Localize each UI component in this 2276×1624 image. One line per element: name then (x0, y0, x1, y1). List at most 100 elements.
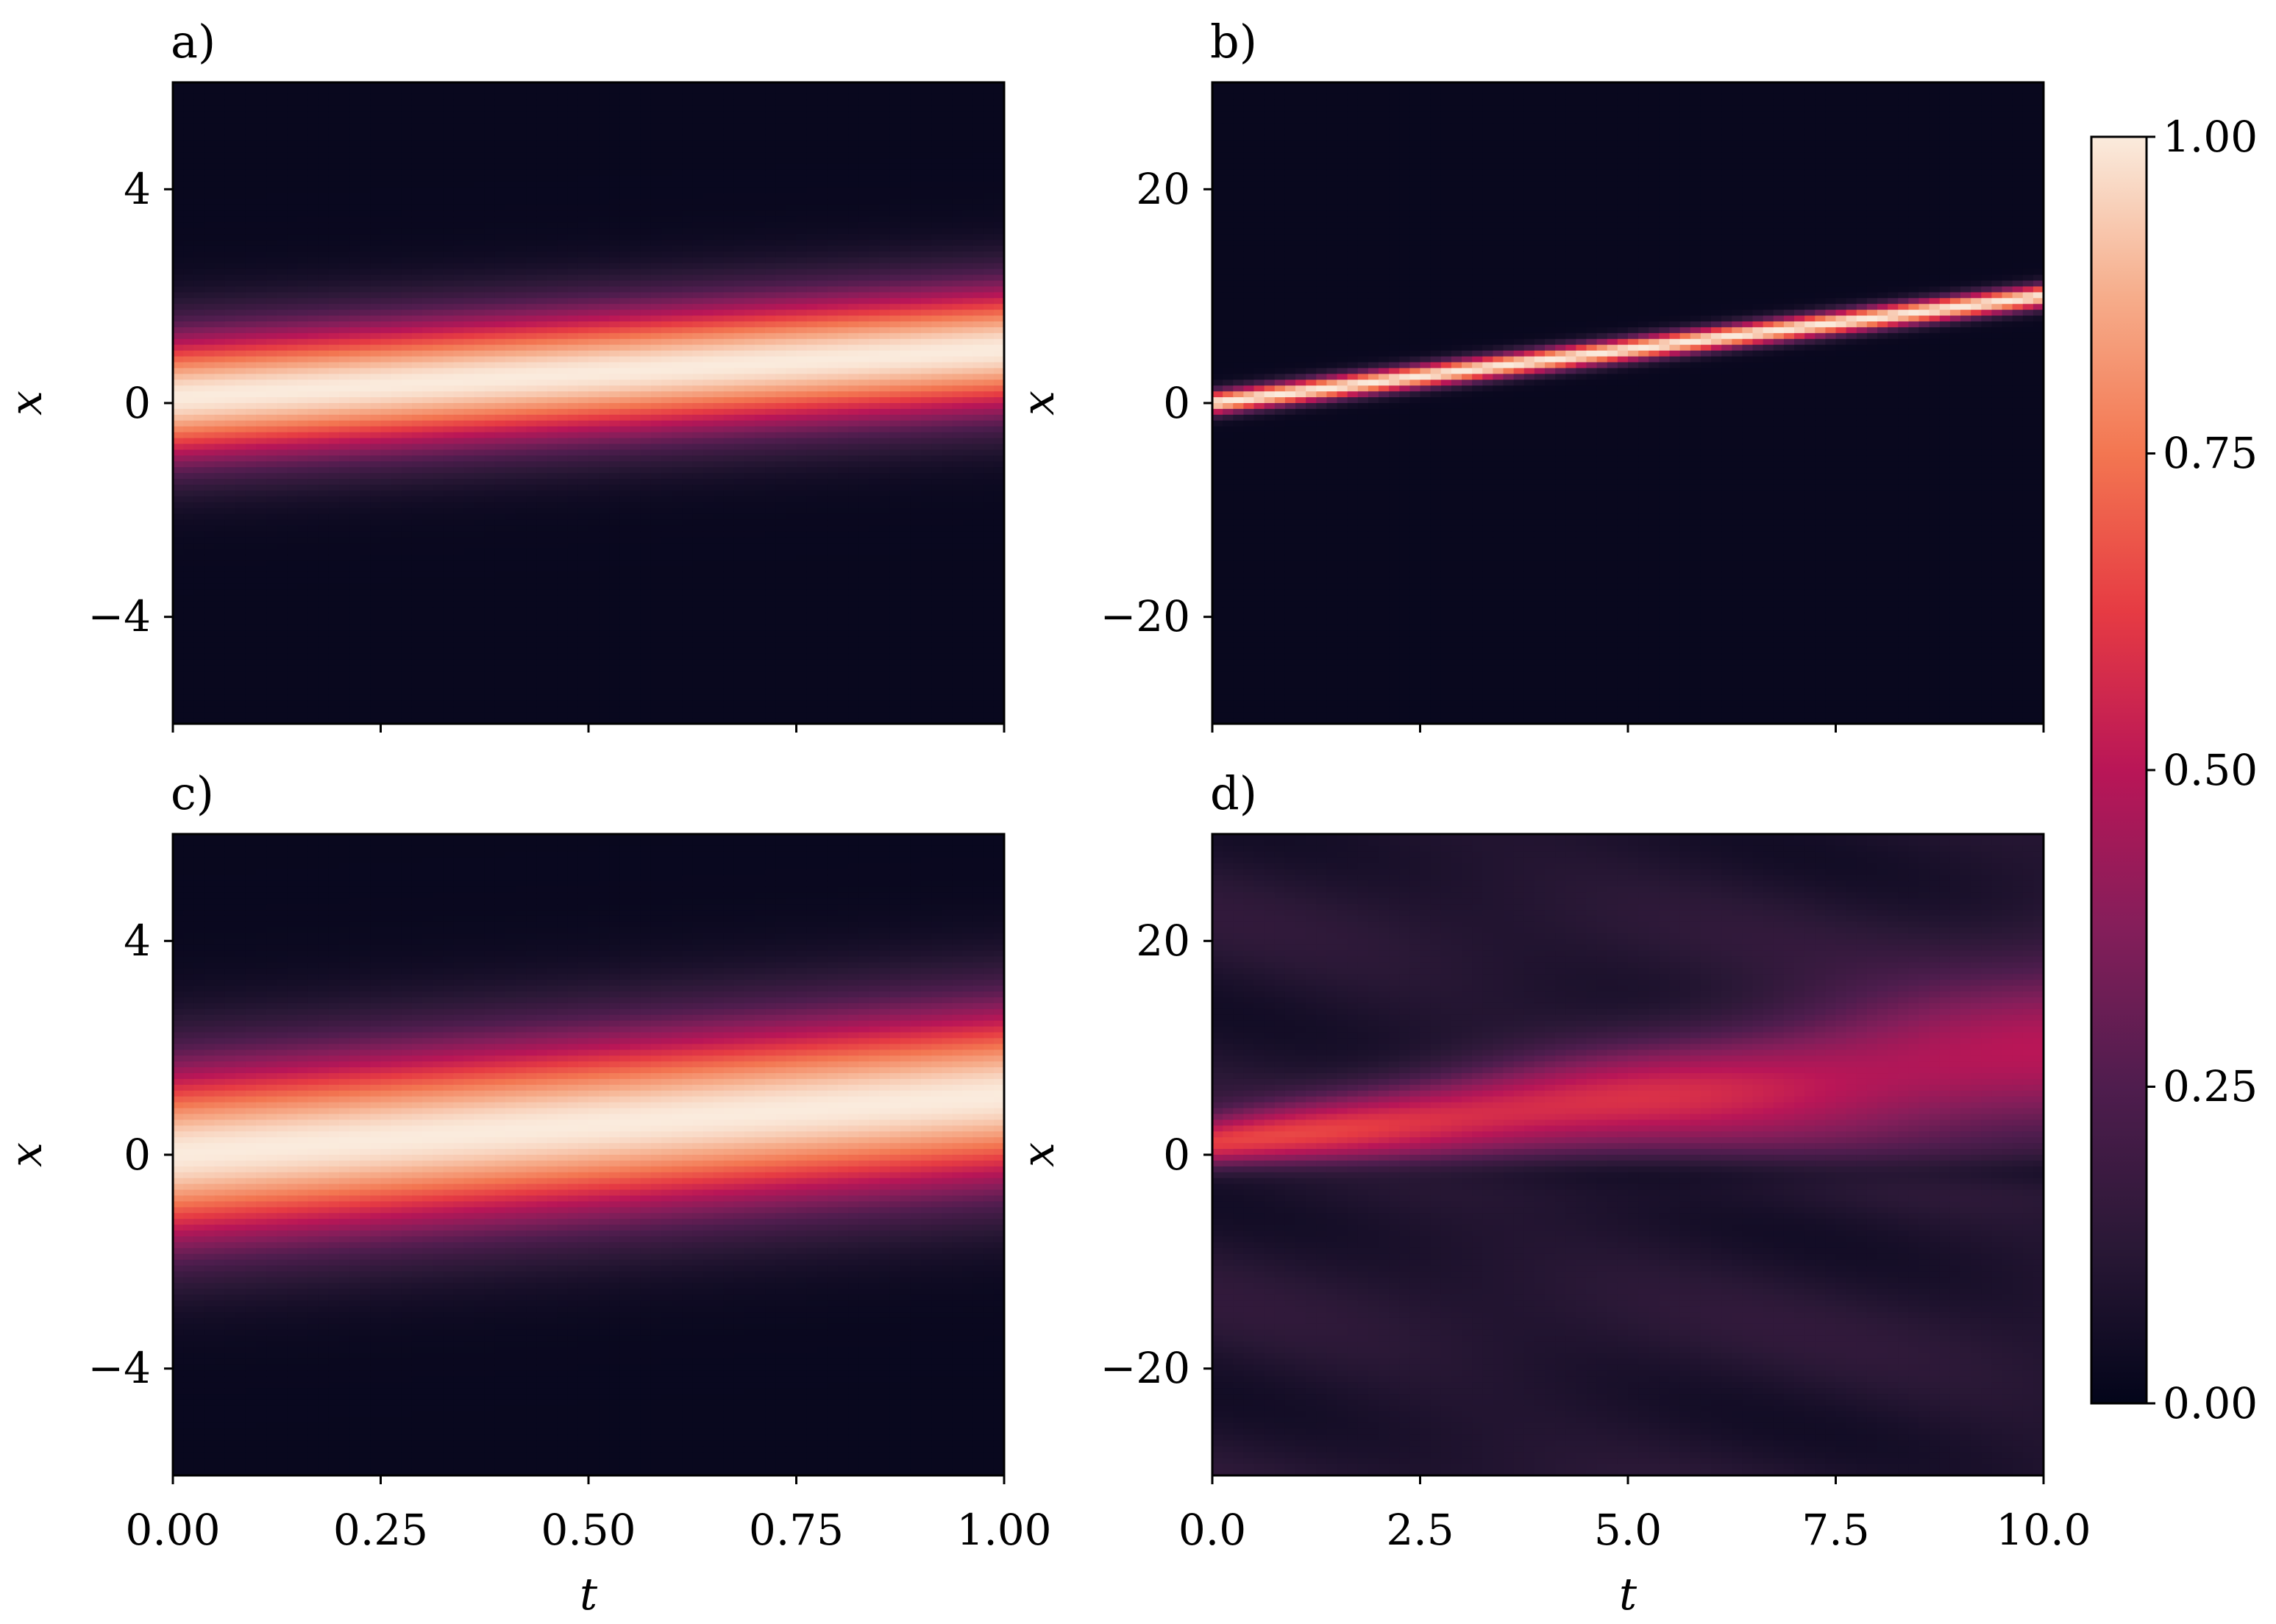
heatmap-cell (256, 164, 267, 171)
heatmap-cell (505, 129, 516, 135)
heatmap-cell (370, 491, 381, 497)
heatmap-cell (183, 427, 194, 433)
heatmap-cell (370, 135, 381, 141)
heatmap-cell (319, 502, 330, 509)
heatmap-cell (495, 152, 506, 159)
heatmap-a (173, 82, 1005, 724)
heatmap-cell (505, 409, 516, 416)
heatmap-cell (246, 642, 257, 649)
heatmap-cell (308, 333, 319, 340)
heatmap-cell (193, 316, 205, 322)
heatmap-cell (422, 176, 433, 182)
heatmap-cell (558, 694, 569, 701)
heatmap-cell (516, 286, 527, 293)
heatmap-cell (235, 188, 246, 194)
heatmap-cell (526, 310, 537, 316)
heatmap-cell (349, 246, 360, 252)
heatmap-cell (402, 199, 413, 206)
heatmap-cell (183, 182, 194, 188)
heatmap-cell (433, 357, 444, 363)
heatmap-cell (526, 204, 537, 211)
heatmap-cell (391, 135, 402, 141)
heatmap-cell (246, 409, 257, 416)
heatmap-cell (298, 666, 309, 672)
heatmap-cell (298, 234, 309, 241)
heatmap-cell (256, 88, 267, 95)
heatmap-cell (516, 182, 527, 188)
heatmap-cell (319, 712, 330, 719)
heatmap-cell (193, 240, 205, 246)
heatmap-cell (516, 421, 527, 427)
heatmap-cell (256, 100, 267, 107)
heatmap-cell (287, 415, 298, 421)
heatmap-cell (433, 176, 444, 182)
heatmap-cell (266, 327, 277, 334)
heatmap-cell (193, 537, 205, 544)
heatmap-cell (319, 176, 330, 182)
heatmap-cell (173, 380, 184, 386)
heatmap-cell (412, 502, 423, 509)
heatmap-cell (464, 607, 475, 613)
heatmap-cell (277, 444, 288, 450)
heatmap-cell (266, 502, 277, 509)
heatmap-cell (308, 385, 319, 392)
heatmap-cell (339, 432, 350, 439)
heatmap-cell (505, 158, 516, 165)
heatmap-cell (558, 654, 569, 660)
heatmap-cell (495, 467, 506, 474)
heatmap-cell (298, 602, 309, 608)
heatmap-cell (547, 672, 558, 678)
heatmap-cell (516, 316, 527, 322)
heatmap-cell (505, 246, 516, 252)
heatmap-cell (516, 204, 527, 211)
heatmap-cell (298, 112, 309, 118)
heatmap-cell (536, 100, 547, 107)
heatmap-cell (298, 257, 309, 264)
heatmap-cell (474, 449, 486, 456)
heatmap-cell (381, 694, 392, 701)
heatmap-cell (558, 304, 569, 310)
heatmap-cell (360, 188, 371, 194)
heatmap-cell (235, 543, 246, 549)
heatmap-cell (339, 94, 350, 101)
heatmap-cell (433, 228, 444, 235)
heatmap-cell (225, 607, 236, 613)
heatmap-cell (474, 204, 486, 211)
heatmap-cell (433, 380, 444, 386)
heatmap-cell (204, 409, 215, 416)
heatmap-cell (246, 438, 257, 445)
heatmap-cell (266, 351, 277, 357)
heatmap-cell (246, 298, 257, 304)
heatmap-cell (526, 502, 537, 509)
heatmap-cell (349, 572, 360, 579)
heatmap-cell (308, 479, 319, 485)
heatmap-cell (287, 485, 298, 491)
heatmap-cell (204, 123, 215, 129)
heatmap-cell (183, 531, 194, 538)
heatmap-cell (516, 479, 527, 485)
heatmap-cell (349, 636, 360, 643)
heatmap-cell (402, 427, 413, 433)
heatmap-cell (277, 549, 288, 555)
heatmap-cell (391, 619, 402, 625)
heatmap-cell (277, 555, 288, 561)
heatmap-cell (235, 409, 246, 416)
heatmap-cell (193, 642, 205, 649)
heatmap-cell (319, 572, 330, 579)
heatmap-cell (235, 596, 246, 602)
heatmap-cell (391, 602, 402, 608)
heatmap-cell (558, 135, 569, 141)
heatmap-cell (204, 683, 215, 690)
heatmap-cell (526, 688, 537, 695)
heatmap-cell (536, 438, 547, 445)
heatmap-cell (370, 199, 381, 206)
heatmap-cell (339, 357, 350, 363)
heatmap-cell (464, 140, 475, 147)
heatmap-cell (453, 123, 464, 129)
heatmap-cell (287, 158, 298, 165)
heatmap-cell (193, 234, 205, 241)
heatmap-cell (422, 654, 433, 660)
heatmap-cell (183, 292, 194, 299)
heatmap-cell (173, 321, 184, 328)
heatmap-cell (298, 584, 309, 591)
